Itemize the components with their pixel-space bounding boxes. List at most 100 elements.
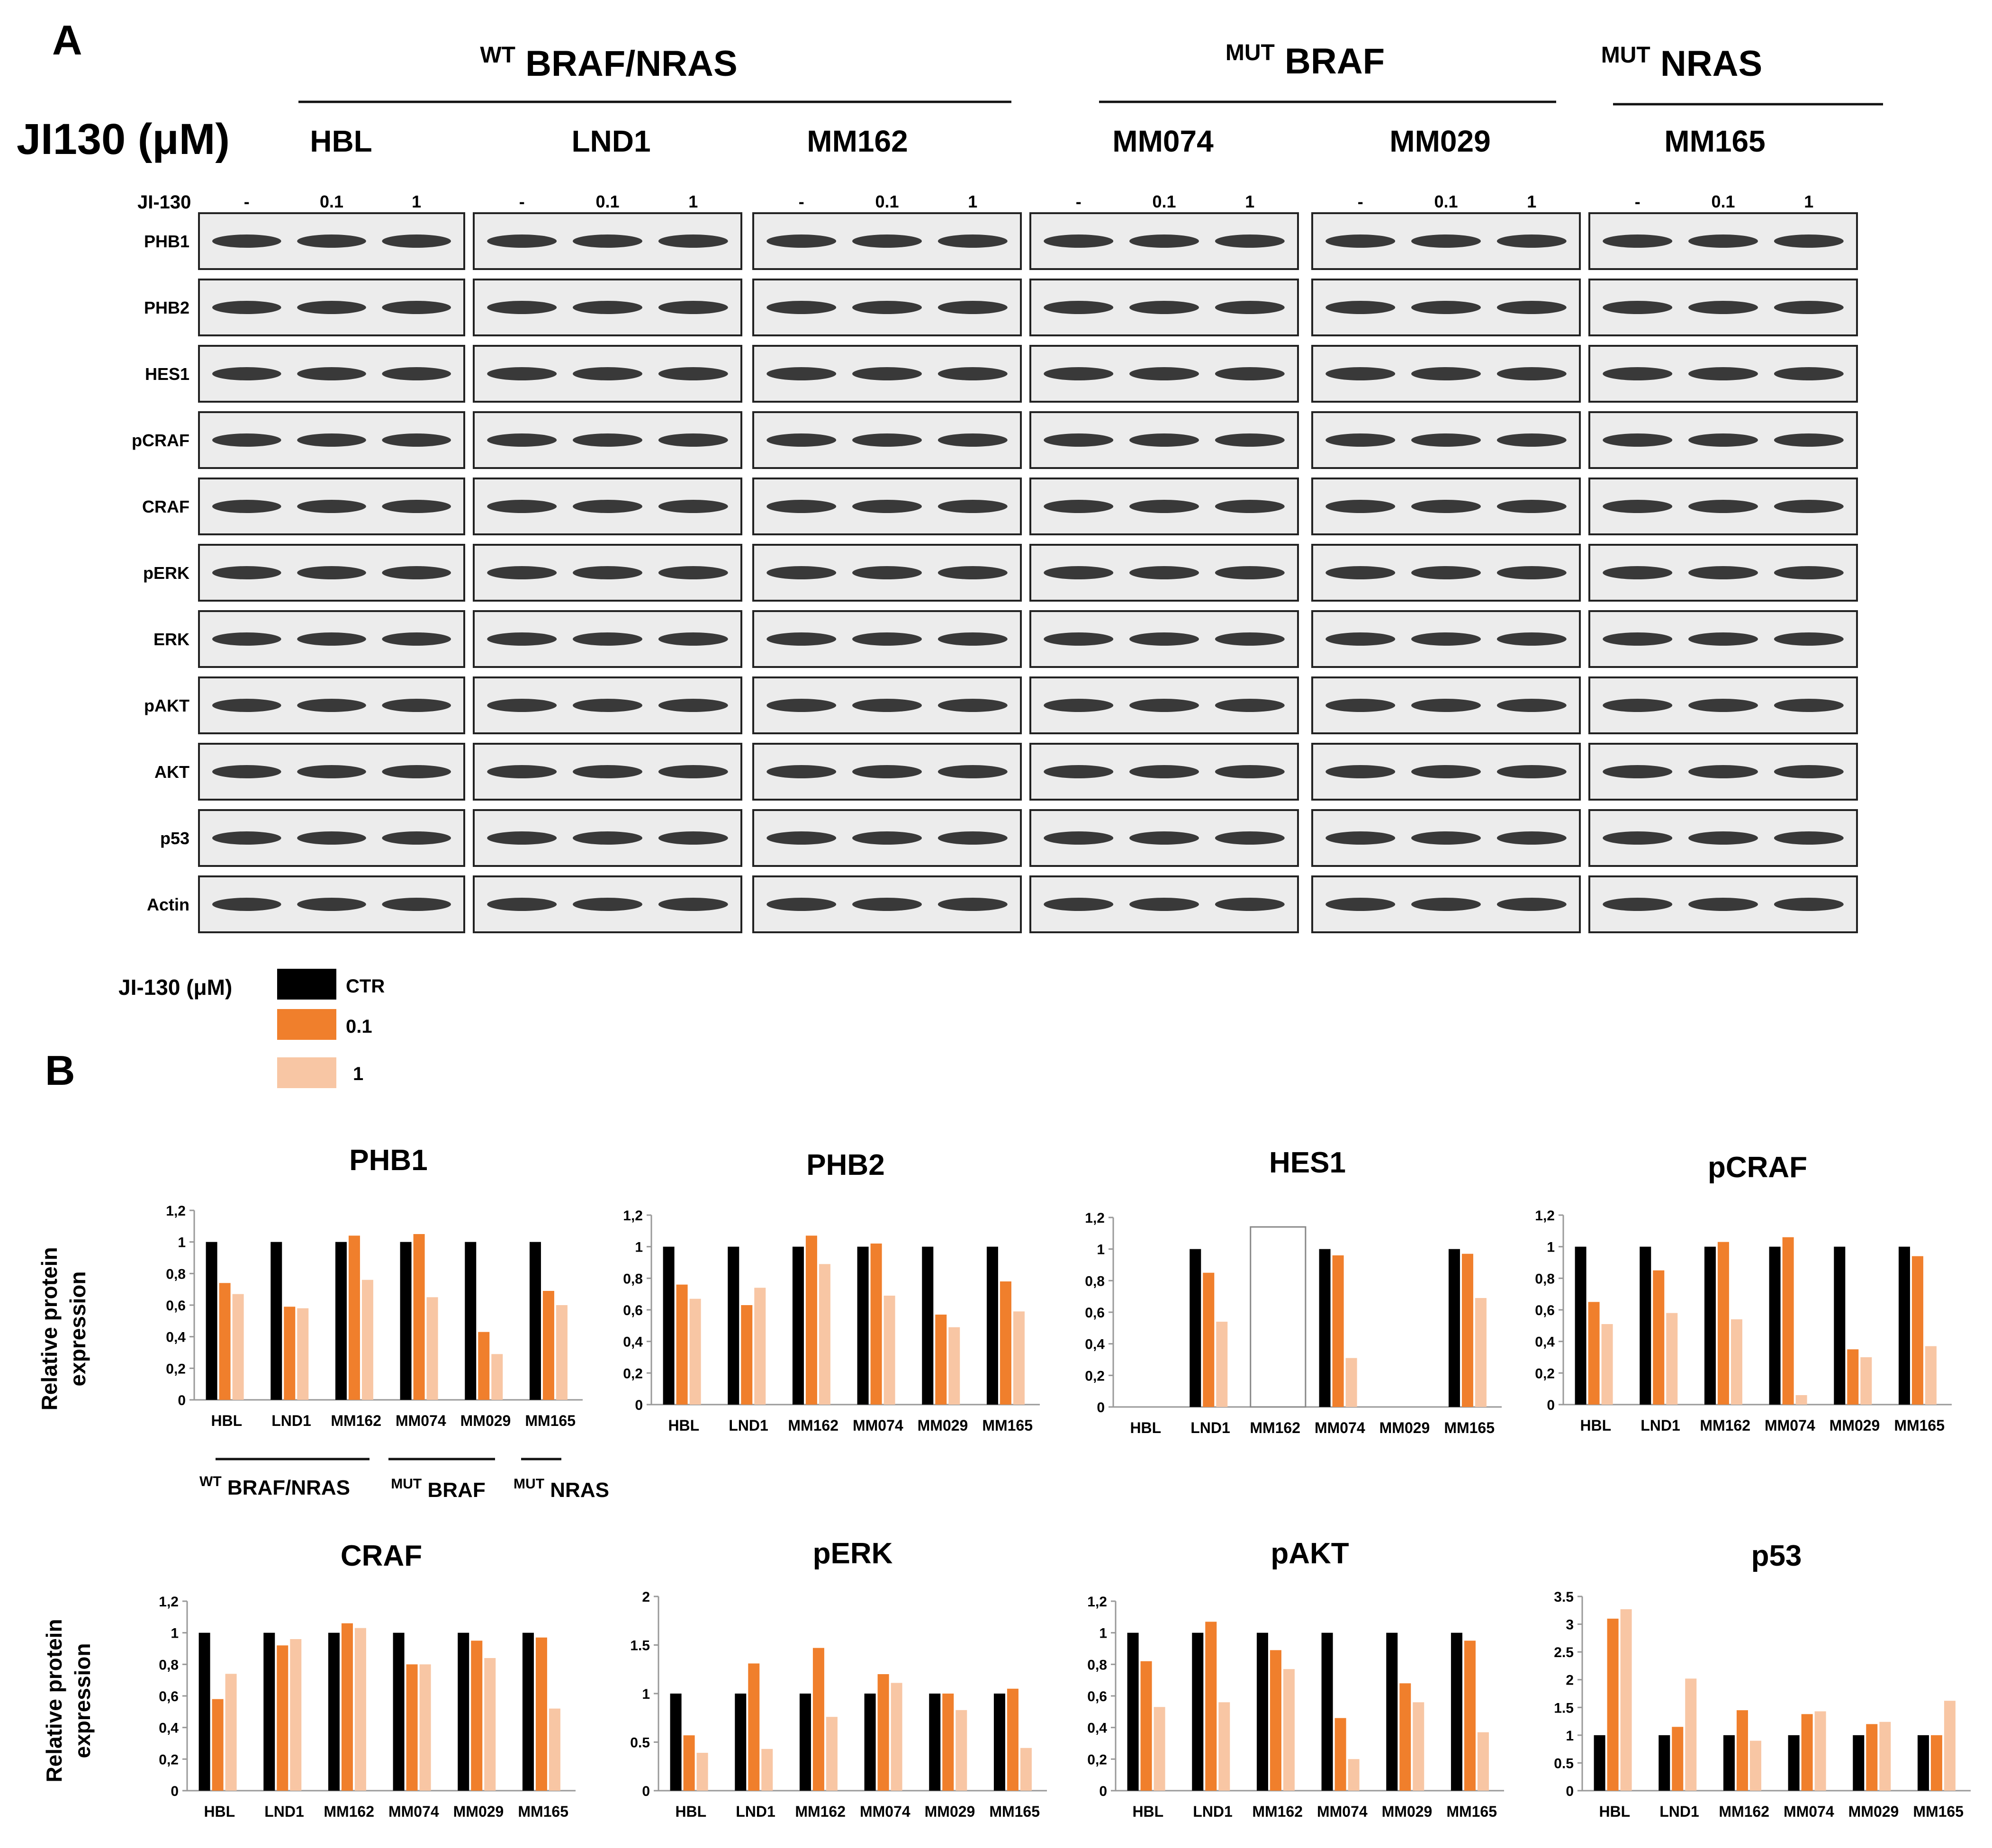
- svg-text:MUT NRAS: MUT NRAS: [514, 1476, 609, 1502]
- bar-01-mm029: [942, 1694, 954, 1791]
- bar-CTR-mm029: [922, 1246, 934, 1405]
- blot-band: [1215, 898, 1285, 911]
- blot-band: [1129, 500, 1199, 513]
- blot-band: [1215, 433, 1285, 447]
- y-tick-label: 0,2: [1085, 1368, 1105, 1384]
- bar-1-mm074: [426, 1297, 438, 1400]
- y-tick-label: 0,2: [1087, 1752, 1107, 1767]
- blot-band: [852, 367, 922, 380]
- y-tick-label: 0: [642, 1784, 650, 1799]
- blot-band: [1325, 831, 1396, 845]
- bar-01-lnd1: [277, 1645, 288, 1791]
- y-tick-label: 0: [635, 1397, 643, 1413]
- blot-band: [573, 301, 642, 314]
- lane-label: 1: [688, 192, 698, 211]
- bar-1-mm029: [948, 1327, 960, 1405]
- bar-CTR-mm074: [1788, 1735, 1800, 1791]
- x-tick-label: HBL: [1580, 1417, 1611, 1434]
- blot-band: [852, 433, 922, 447]
- y-tick-label: 0,2: [159, 1752, 179, 1767]
- x-tick-label: MM162: [324, 1803, 374, 1820]
- x-tick-label: HBL: [1132, 1803, 1163, 1820]
- blot-band: [766, 765, 837, 778]
- western-blots: HBL - 0.1 1 LND1 - 0.1 1 MM162 - 0.1 1 MM074 - 0.1 1 MM0…: [132, 124, 1858, 933]
- blot-band: [1044, 566, 1114, 579]
- blot-band: [766, 699, 837, 712]
- blot-band: [1496, 433, 1567, 447]
- bar-01-lnd1: [1205, 1622, 1217, 1791]
- blot-band: [1129, 234, 1199, 248]
- bar-1-mm029: [484, 1658, 496, 1791]
- blot-band: [1044, 831, 1114, 845]
- legend-label-ctr: CTR: [346, 976, 385, 997]
- blot-band: [487, 898, 557, 911]
- blot-band: [1496, 566, 1567, 579]
- blot-band: [1129, 699, 1199, 712]
- x-tick-label: HBL: [668, 1417, 699, 1434]
- blot-band: [766, 831, 837, 845]
- x-tick-label: LND1: [271, 1412, 311, 1429]
- x-tick-label: MM165: [989, 1803, 1040, 1820]
- blot-band: [1496, 898, 1567, 911]
- chart-pcraf: pCRAF 0 0,2 0,4 0,6 0,8 1 1,2 HBL LND1 MM162 MM074 M…: [1535, 1151, 1952, 1434]
- lane-label: 0.1: [320, 192, 343, 211]
- bar-1-hbl: [1601, 1324, 1613, 1405]
- blot-band: [487, 831, 557, 845]
- group-name: BRAF/NRAS: [525, 44, 738, 84]
- group-sup: WT: [480, 43, 515, 68]
- blot-band: [1215, 500, 1285, 513]
- y-axis-label-top: Relative protein expression: [37, 1247, 90, 1410]
- chart-title: p53: [1751, 1540, 1802, 1572]
- blot-band: [382, 632, 451, 646]
- bar-01-mm165: [1461, 1253, 1473, 1407]
- blot-band: [573, 632, 642, 646]
- blot-band: [658, 632, 728, 646]
- blot-band: [1044, 500, 1114, 513]
- bar-CTR-hbl: [1594, 1735, 1605, 1791]
- y-tick-label: 1: [635, 1240, 643, 1255]
- cell-line-label: MM165: [1664, 124, 1765, 158]
- chart-title: HES1: [1269, 1146, 1346, 1179]
- group-header-mut-braf: MUT BRAF: [1099, 40, 1556, 103]
- chart-title: CRAF: [341, 1540, 422, 1572]
- y-tick-label: 1,2: [159, 1594, 179, 1610]
- blot-band: [382, 699, 451, 712]
- bar-CTR-mm029: [1834, 1246, 1846, 1405]
- blot-band: [382, 898, 451, 911]
- bar-1-hbl: [1154, 1707, 1165, 1791]
- y-tick-label: 0,2: [1535, 1366, 1555, 1381]
- blot-band: [852, 831, 922, 845]
- chart-title: pAKT: [1271, 1537, 1349, 1570]
- y-tick-label: 1,2: [166, 1203, 186, 1219]
- bar-01-hbl: [676, 1284, 688, 1405]
- chart-hes1: HES1 0 0,2 0,4 0,6 0,8 1 1,2 HBL LND1 MM162 MM074 MM…: [1085, 1146, 1502, 1436]
- lane-label: 0.1: [1711, 192, 1735, 211]
- blot-band: [1325, 367, 1396, 380]
- y-tick-label: 0,4: [166, 1330, 186, 1345]
- bar-01-mm074: [406, 1664, 418, 1791]
- blot-band: [937, 632, 1008, 646]
- blot-band: [1774, 301, 1844, 314]
- x-tick-label: MM029: [1830, 1417, 1880, 1434]
- lane-label: 1: [1527, 192, 1536, 211]
- bar-01-mm165: [535, 1637, 547, 1791]
- x-tick-label: MM074: [396, 1412, 446, 1429]
- bar-CTR-mm165: [993, 1694, 1005, 1791]
- blot-band: [852, 765, 922, 778]
- legend-swatch-1: [277, 1057, 336, 1088]
- blot-band: [1688, 632, 1758, 646]
- bar-01-hbl: [212, 1699, 224, 1791]
- blot-band: [382, 433, 451, 447]
- blot-band: [1603, 301, 1673, 314]
- blot-band: [1215, 566, 1285, 579]
- blot-band: [1603, 500, 1673, 513]
- bar-1-mm162: [819, 1264, 830, 1405]
- bar-1-mm074: [1345, 1358, 1357, 1407]
- blot-band: [573, 898, 642, 911]
- panel-b-label: B: [45, 1047, 75, 1094]
- blot-band: [1774, 367, 1844, 380]
- bar-1-mm165: [1013, 1311, 1025, 1405]
- y-tick-label: 2: [1566, 1673, 1574, 1688]
- blot-band: [1044, 234, 1114, 248]
- bar-CTR-hbl: [1127, 1632, 1139, 1791]
